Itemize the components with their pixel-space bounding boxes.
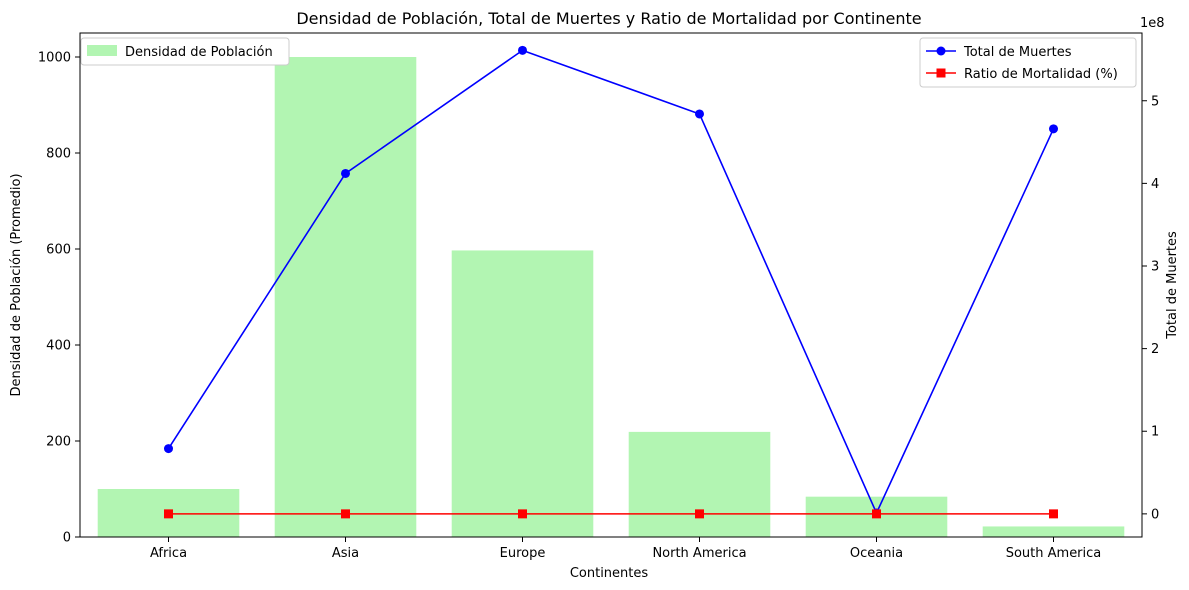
series-1-point-2 bbox=[518, 509, 527, 519]
legend-right: Total de Muertes Ratio de Mortalidad (%) bbox=[919, 37, 1137, 88]
series-1-point-1 bbox=[341, 509, 350, 519]
x-tick-label-1: Asia bbox=[332, 546, 359, 561]
x-axis-label: Continentes bbox=[570, 566, 649, 581]
series-1-point-0 bbox=[164, 509, 173, 519]
y-axis-right-label: Total de Muertes bbox=[1165, 231, 1180, 340]
legend-label-bars: Densidad de Población bbox=[125, 45, 273, 60]
series-0-point-3 bbox=[695, 109, 704, 119]
x-axis: Africa Asia Europe North America Oceania Sout… bbox=[150, 537, 1101, 561]
x-tick-label-5: South America bbox=[1006, 546, 1102, 561]
legend-left: Densidad de Población bbox=[80, 37, 290, 66]
y-right-tick-label-2: 2 bbox=[1151, 342, 1159, 357]
plot-frame bbox=[79, 32, 1143, 538]
legend-marker-line-0 bbox=[936, 46, 946, 56]
series-0-point-2 bbox=[518, 45, 527, 55]
y-axis-right: 0 1 2 3 4 5 bbox=[1142, 94, 1159, 522]
chart-title: Densidad de Población, Total de Muertes … bbox=[296, 9, 921, 28]
x-tick-label-2: Europe bbox=[500, 546, 546, 561]
bar-3 bbox=[628, 431, 771, 537]
bar-5 bbox=[982, 526, 1125, 537]
series-0-point-0 bbox=[164, 444, 173, 454]
legend-label-line-0: Total de Muertes bbox=[963, 45, 1072, 60]
series-line-0 bbox=[167, 49, 1055, 515]
y-right-tick-label-0: 0 bbox=[1151, 507, 1159, 522]
y-axis-left-label: Densidad de Población (Promedio) bbox=[9, 173, 24, 396]
y-axis-left: 0 200 400 600 800 1000 bbox=[38, 51, 80, 546]
series-1-point-4 bbox=[872, 509, 881, 519]
bar-1 bbox=[274, 57, 417, 537]
y-axis-right-offset: 1e8 bbox=[1140, 16, 1165, 31]
series-0-point-1 bbox=[341, 168, 350, 178]
x-tick-label-4: Oceania bbox=[850, 546, 903, 561]
x-tick-label-3: North America bbox=[652, 546, 746, 561]
bars-layer bbox=[97, 57, 1125, 537]
y-right-tick-label-1: 1 bbox=[1151, 425, 1159, 440]
y-left-tick-label-1: 200 bbox=[46, 435, 71, 450]
series-1-point-5 bbox=[1049, 509, 1058, 519]
y-left-tick-label-4: 800 bbox=[46, 147, 71, 162]
legend-swatch-bars bbox=[87, 45, 117, 56]
y-left-tick-label-0: 0 bbox=[63, 531, 71, 546]
y-left-tick-label-2: 400 bbox=[46, 339, 71, 354]
y-right-tick-label-4: 4 bbox=[1151, 177, 1159, 192]
y-right-tick-label-5: 5 bbox=[1151, 94, 1159, 109]
y-right-tick-label-3: 3 bbox=[1151, 259, 1159, 274]
series-1-point-3 bbox=[695, 509, 704, 519]
series-0-point-5 bbox=[1049, 124, 1058, 134]
legend-marker-line-1 bbox=[936, 68, 946, 78]
x-tick-label-0: Africa bbox=[150, 546, 187, 561]
legend-label-line-1: Ratio de Mortalidad (%) bbox=[964, 67, 1118, 82]
y-left-tick-label-3: 600 bbox=[46, 243, 71, 258]
lines-layer bbox=[164, 45, 1058, 519]
y-left-tick-label-5: 1000 bbox=[38, 51, 71, 66]
bar-2 bbox=[451, 250, 594, 537]
